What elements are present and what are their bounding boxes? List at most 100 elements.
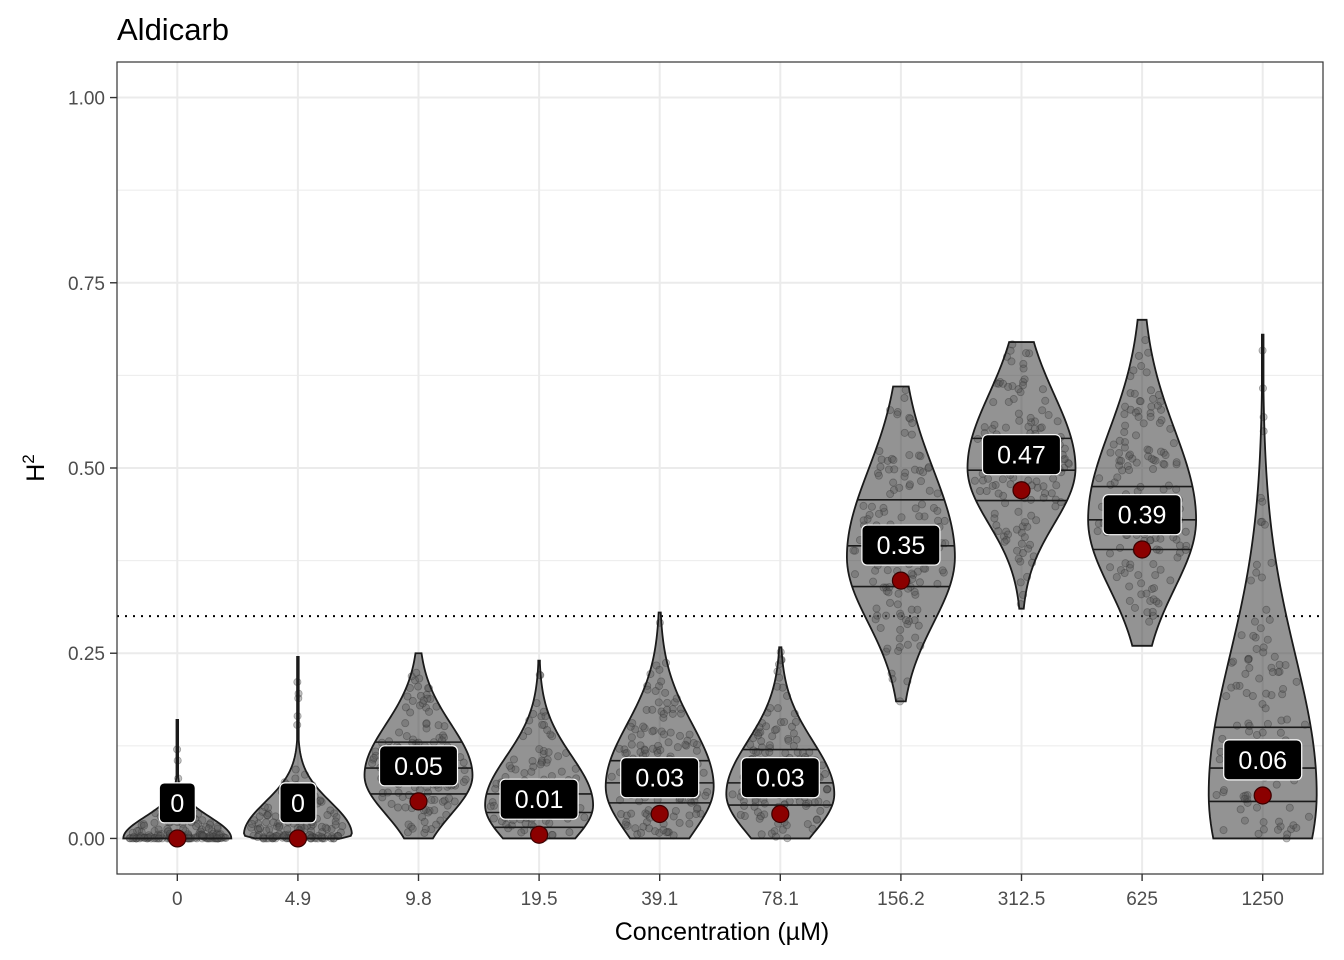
violin-point: [1275, 667, 1284, 676]
violin-point: [332, 813, 341, 822]
violin-point: [1246, 576, 1255, 585]
violin-point: [623, 821, 632, 830]
violin-point: [648, 705, 657, 714]
violin-point: [760, 810, 769, 819]
value-label-box: [378, 745, 459, 787]
violin-point: [640, 745, 649, 754]
violin-point: [655, 682, 664, 691]
violin-point: [1219, 826, 1228, 835]
violin-point: [749, 746, 758, 755]
violin-point: [1257, 573, 1266, 582]
violin-point: [1014, 385, 1023, 394]
y-axis-title-main: H: [22, 464, 50, 482]
violin-point: [778, 825, 787, 834]
y-tick-label: 0.00: [68, 829, 105, 850]
violin-point: [1147, 402, 1156, 411]
violin-point: [889, 478, 898, 487]
violin-point: [1244, 655, 1253, 664]
violin-point: [1015, 416, 1024, 425]
violin-point: [1052, 481, 1061, 490]
violin-point: [427, 796, 436, 805]
violin-point: [621, 820, 630, 829]
violin-point: [636, 741, 645, 750]
violin-point: [422, 724, 431, 733]
violin-point: [1145, 446, 1154, 455]
violin-point: [415, 785, 424, 794]
violin-point: [649, 726, 658, 735]
violin-point: [889, 456, 898, 465]
violin-point: [491, 784, 500, 793]
violin-point: [1216, 747, 1225, 756]
violin-point: [699, 768, 708, 777]
violin-point: [1125, 563, 1134, 572]
violin-point: [675, 731, 684, 740]
violin-point: [900, 472, 909, 481]
violin-point: [1014, 554, 1023, 563]
violin-point: [507, 764, 516, 773]
violin-point: [645, 824, 654, 833]
value-label-text: 0.03: [635, 765, 684, 793]
y-tick-label: 1.00: [68, 89, 105, 110]
violin-point: [992, 521, 1001, 530]
violin-point: [689, 738, 698, 747]
violin-point: [1152, 597, 1161, 606]
mean-point: [1132, 540, 1152, 559]
violin-point: [782, 821, 791, 830]
violin-point: [652, 661, 661, 670]
violin-point: [664, 828, 673, 837]
violin-point: [1125, 582, 1134, 591]
violin-point: [642, 810, 651, 819]
violin-point: [461, 775, 470, 784]
violin-point: [900, 428, 909, 437]
violin-point: [546, 730, 555, 739]
violin-point: [1241, 669, 1250, 678]
violin-point: [907, 569, 916, 578]
y-tick-label: 0.25: [68, 644, 105, 665]
violin-point: [651, 827, 660, 836]
violin-point: [1024, 476, 1033, 485]
violin-point: [1146, 386, 1155, 395]
violin-point: [1024, 544, 1033, 553]
violin-point: [1169, 439, 1178, 448]
violin-point: [548, 830, 557, 839]
violin-point: [887, 454, 896, 463]
violin-point: [1047, 489, 1056, 498]
violin-point: [1018, 549, 1027, 558]
violin-point: [1149, 560, 1158, 569]
value-label: 0.03: [740, 757, 820, 799]
violin-point: [675, 818, 684, 827]
violin-point: [685, 730, 694, 739]
violin-point: [903, 640, 912, 649]
violin-point: [1019, 364, 1028, 373]
violin-point: [300, 824, 309, 833]
violin-point: [823, 785, 832, 794]
violin-point: [394, 803, 403, 812]
value-label: 0.05: [378, 745, 459, 787]
violin-point: [1276, 728, 1285, 737]
violin-point: [418, 699, 427, 708]
violin-point: [427, 825, 436, 834]
violin-point: [785, 797, 794, 806]
violin-point: [1141, 336, 1150, 345]
violin-point: [622, 811, 631, 820]
violin-point: [990, 514, 999, 523]
violin-point: [793, 748, 802, 757]
violin-point: [893, 408, 902, 417]
violin-point: [1222, 692, 1231, 701]
violin-point: [537, 756, 546, 765]
violin-point: [253, 824, 262, 833]
violin-point: [438, 731, 447, 740]
violin-point: [275, 823, 284, 832]
value-label-text: 0.35: [877, 532, 926, 560]
violin-point: [258, 807, 267, 816]
violin-point: [1021, 518, 1030, 527]
violin-point: [409, 735, 418, 744]
violin-point: [438, 797, 447, 806]
violin-point: [1227, 683, 1236, 692]
violin-point: [1218, 734, 1227, 743]
violin-point: [369, 753, 378, 762]
violin-point: [980, 423, 989, 432]
violin-point: [668, 705, 677, 714]
violin-point: [1106, 563, 1115, 572]
violin-point: [336, 828, 345, 837]
